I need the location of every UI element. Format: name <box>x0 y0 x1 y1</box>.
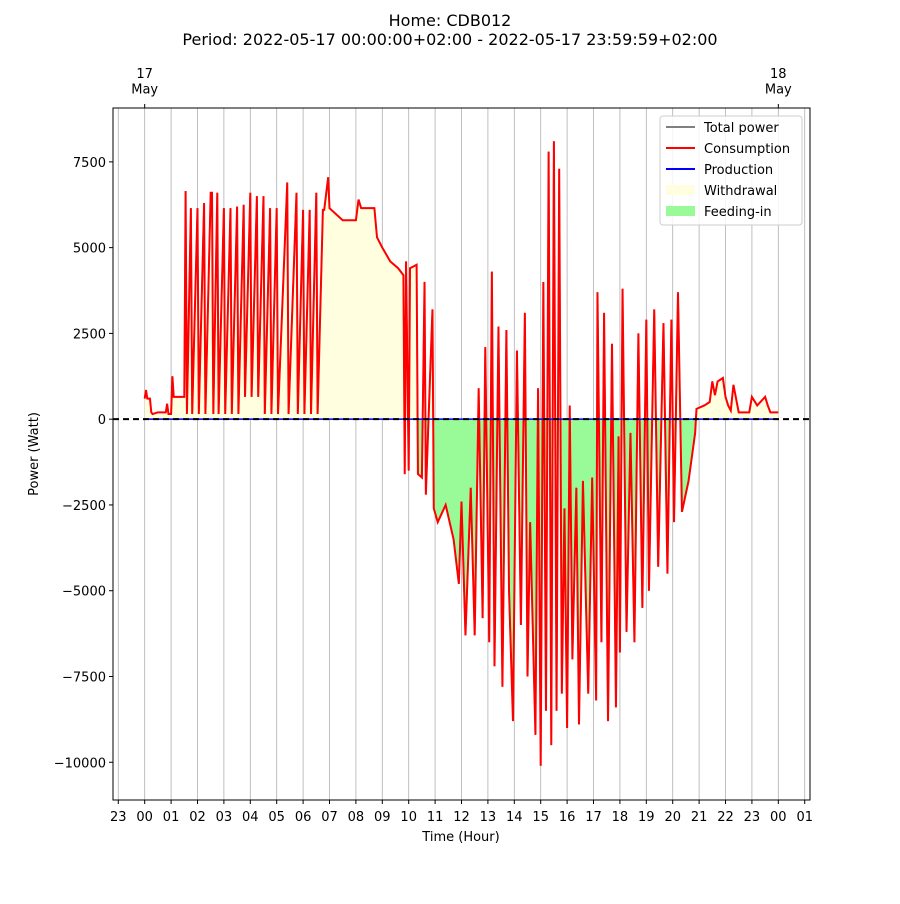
x-tick-label: 05 <box>268 810 285 825</box>
x-tick-label: 23 <box>110 810 127 825</box>
x-tick-label: 12 <box>453 810 470 825</box>
axes-frame <box>112 107 811 801</box>
line <box>143 141 779 766</box>
x-tick-label: 09 <box>374 810 391 825</box>
x-tick-label: 03 <box>216 810 233 825</box>
x-tick-label: 23 <box>744 810 761 825</box>
legend-label: Feeding-in <box>704 205 772 220</box>
y-tick-label: 0 <box>98 413 106 428</box>
y-tick-label: 5000 <box>73 242 106 257</box>
x-tick-label: 22 <box>717 810 734 825</box>
y-tick-label: 2500 <box>73 327 106 342</box>
legend-patch <box>666 206 695 216</box>
x-tick-label: 04 <box>242 810 259 825</box>
y-axis-label: Power (Watt) <box>27 412 42 496</box>
chart-title: Home: CDB012 Period: 2022-05-17 00:00:00+… <box>182 11 717 49</box>
y-tick-label: −7500 <box>62 670 106 685</box>
y-tick-label: −10000 <box>54 756 106 771</box>
legend-label: Total power <box>703 121 779 136</box>
x-tick-label: 10 <box>400 810 417 825</box>
x2-tick-label: 18 May <box>765 67 792 98</box>
x-tick-label: 17 <box>585 810 602 825</box>
x-tick-label: 13 <box>480 810 497 825</box>
x-tick-label: 16 <box>559 810 576 825</box>
x-tick-label: 11 <box>427 810 444 825</box>
x-tick-label: 15 <box>532 810 549 825</box>
legend-label: Consumption <box>704 142 790 157</box>
x-tick-label: 20 <box>664 810 681 825</box>
x-tick-label: 00 <box>136 810 153 825</box>
x-tick-label: 19 <box>638 810 655 825</box>
legend-box <box>659 115 803 226</box>
y-tick-label: 7500 <box>73 156 106 171</box>
legend-label: Production <box>704 163 773 178</box>
x-tick-label: 18 <box>612 810 629 825</box>
x-axis-label: Time (Hour) <box>421 830 499 845</box>
plot-area <box>143 141 779 766</box>
x2-tick-label: 17 May <box>131 67 158 98</box>
x-tick-label: 07 <box>321 810 338 825</box>
x-tick-label: 00 <box>770 810 787 825</box>
x-tick-label: 06 <box>295 810 312 825</box>
y-tick-label: −2500 <box>62 499 106 514</box>
x-tick-label: 01 <box>163 810 180 825</box>
legend-patch <box>666 185 695 195</box>
x-tick-label: 02 <box>189 810 206 825</box>
x-tick-label: 08 <box>348 810 365 825</box>
legend-label: Withdrawal <box>704 184 777 199</box>
x-tick-label: 01 <box>796 810 813 825</box>
x-tick-label: 21 <box>691 810 708 825</box>
y-tick-label: −5000 <box>62 585 106 600</box>
x-tick-label: 14 <box>506 810 523 825</box>
